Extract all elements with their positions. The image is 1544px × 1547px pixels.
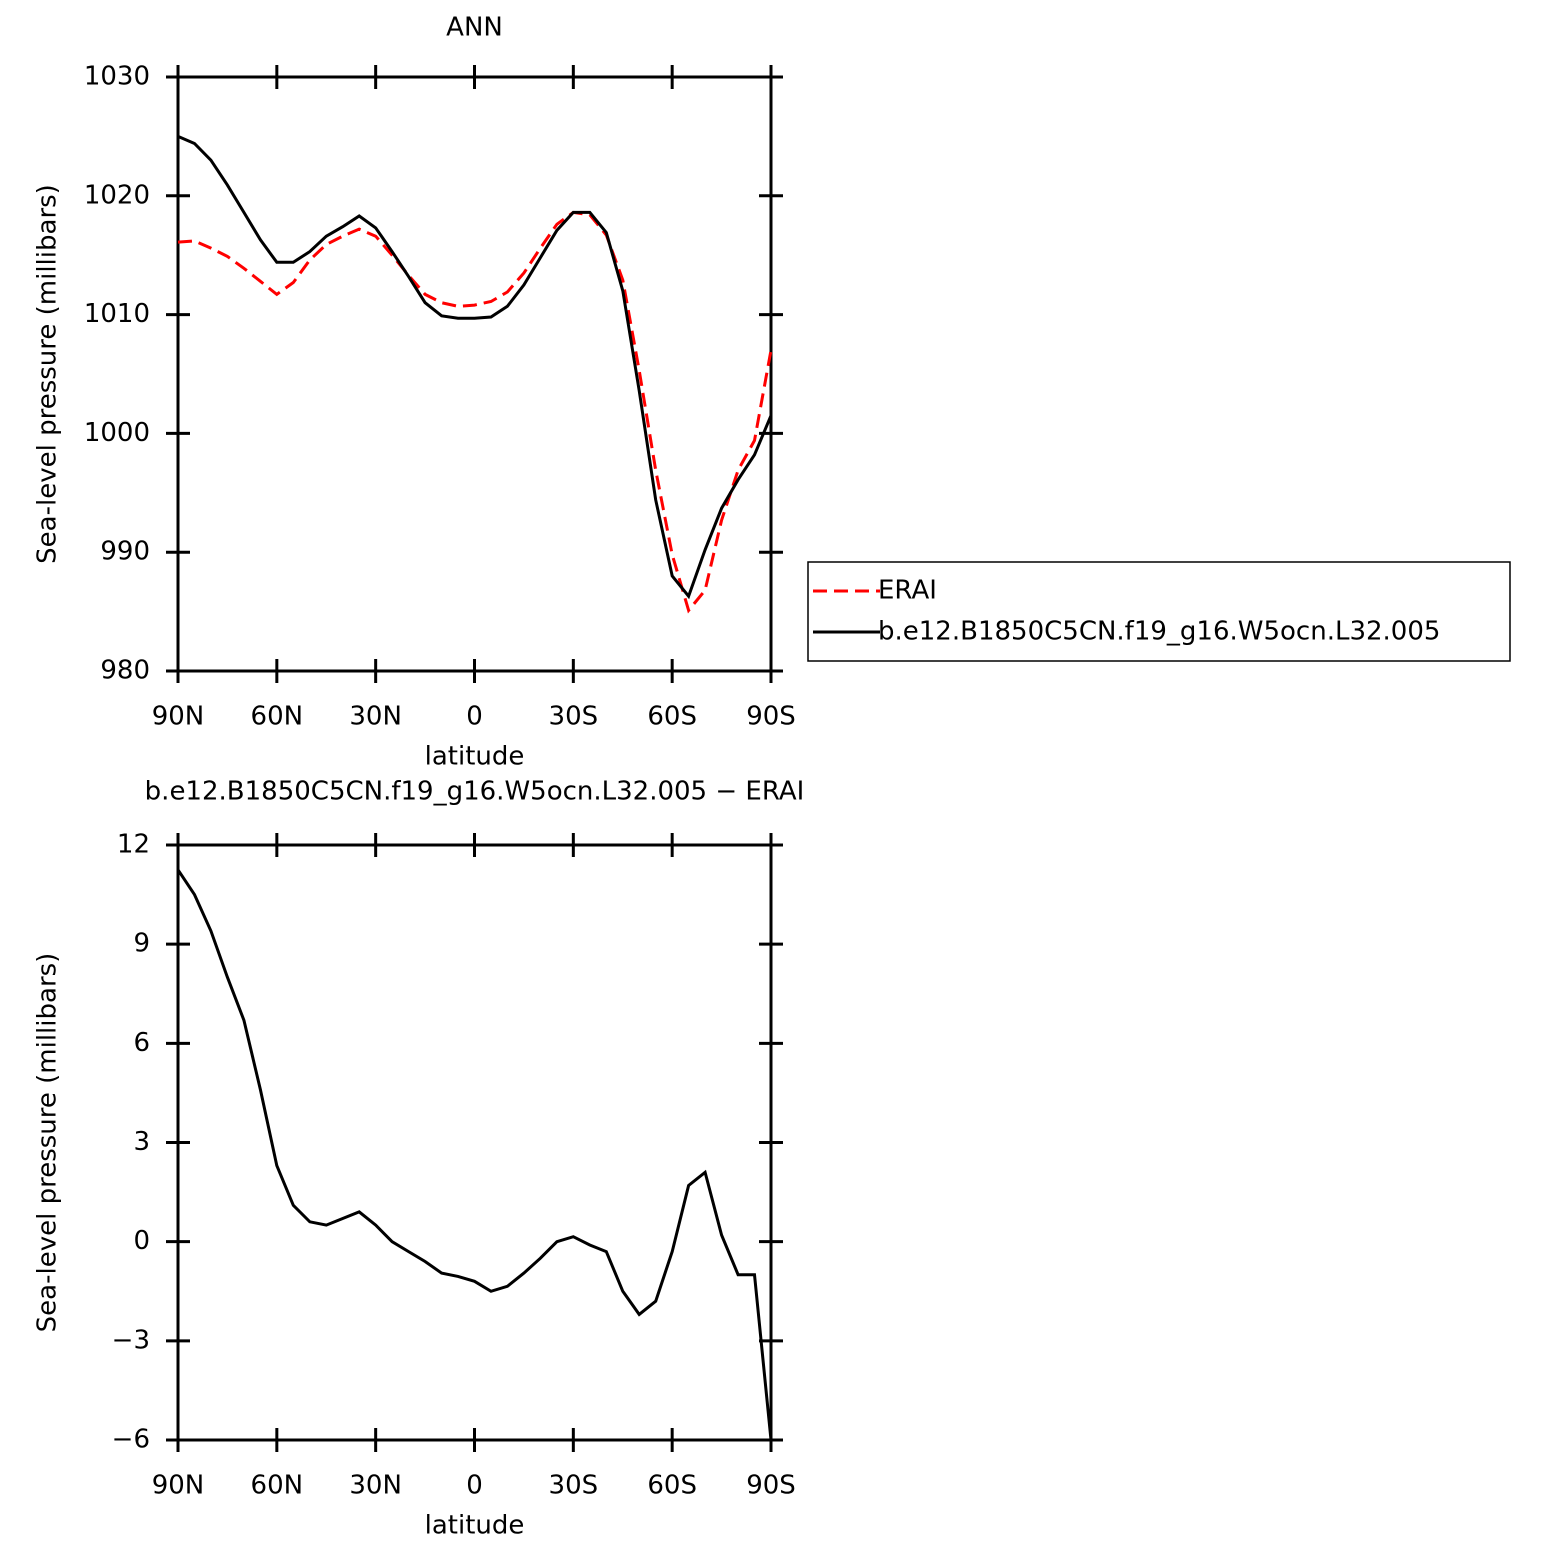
- data-line: [177, 210, 773, 614]
- x-tick-label: 60N: [251, 702, 304, 732]
- x-tick-label: 30N: [349, 1471, 402, 1501]
- legend-label: ERAI: [878, 576, 937, 606]
- y-tick-label: −6: [112, 1425, 150, 1455]
- x-tick-label: 60N: [251, 1471, 304, 1501]
- y-axis-label: Sea-level pressure (millibars): [33, 953, 63, 1333]
- y-tick-label: 6: [133, 1028, 150, 1058]
- y-tick-label: −3: [112, 1325, 150, 1355]
- data-line: [177, 135, 773, 600]
- x-tick-label: 0: [466, 702, 483, 732]
- x-axis-label: latitude: [425, 742, 525, 772]
- y-tick-label: 1020: [84, 180, 150, 210]
- x-tick-label: 0: [466, 1471, 483, 1501]
- x-axis-label: latitude: [425, 1511, 525, 1541]
- chart-title: ANN: [446, 13, 503, 43]
- data-line: [176, 868, 773, 1441]
- y-tick-label: 990: [100, 537, 150, 567]
- y-tick-label: 1030: [84, 62, 150, 92]
- x-tick-label: 90N: [152, 702, 205, 732]
- x-tick-label: 30N: [349, 702, 402, 732]
- y-tick-label: 980: [100, 656, 150, 686]
- x-tick-label: 30S: [549, 1471, 599, 1501]
- y-tick-label: 1010: [84, 299, 150, 329]
- y-tick-label: 12: [117, 830, 150, 860]
- y-tick-label: 3: [133, 1127, 150, 1157]
- legend-label: b.e12.B1850C5CN.f19_g16.W5ocn.L32.005: [878, 617, 1440, 647]
- x-tick-label: 60S: [647, 702, 697, 732]
- chart-title: b.e12.B1850C5CN.f19_g16.W5ocn.L32.005 − …: [145, 777, 805, 807]
- x-tick-label: 90S: [746, 1471, 796, 1501]
- y-tick-label: 0: [133, 1226, 150, 1256]
- y-axis-label: Sea-level pressure (millibars): [33, 184, 63, 564]
- x-tick-label: 30S: [549, 702, 599, 732]
- y-tick-label: 9: [133, 929, 150, 959]
- x-tick-label: 90S: [746, 702, 796, 732]
- plot-frame: [176, 843, 773, 1442]
- x-tick-label: 60S: [647, 1471, 697, 1501]
- plot-frame: [176, 75, 773, 673]
- y-tick-label: 1000: [84, 418, 150, 448]
- legend-box: [807, 561, 1511, 662]
- x-tick-label: 90N: [152, 1471, 205, 1501]
